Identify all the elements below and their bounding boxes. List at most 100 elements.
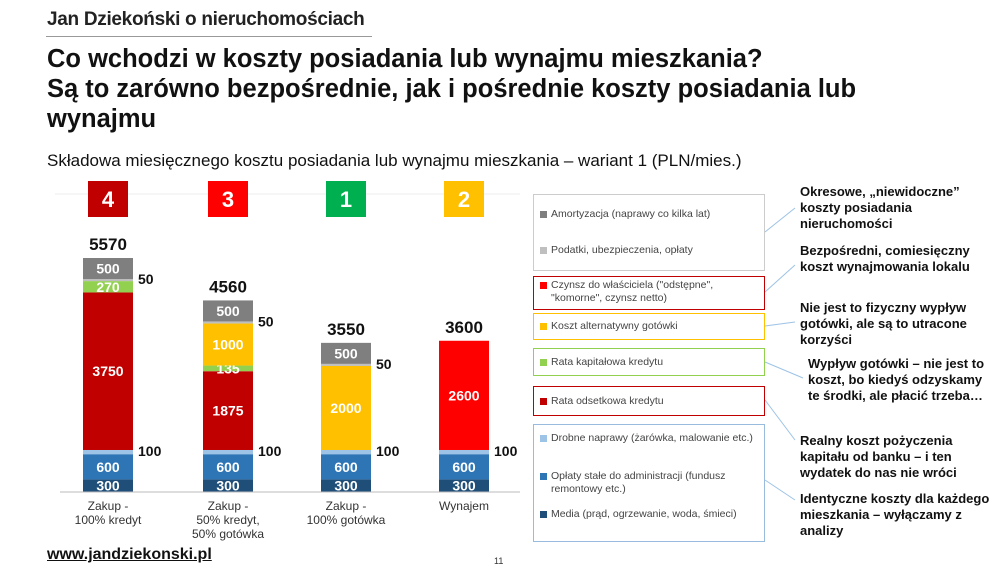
data-label: 500 xyxy=(216,303,240,319)
data-label-outside: 100 xyxy=(376,443,400,459)
legend-label: Rata odsetkowa kredytu xyxy=(551,395,664,407)
rank-badge xyxy=(208,181,248,217)
total-label: 3600 xyxy=(445,318,483,337)
bar-segment-naprawy xyxy=(321,449,371,455)
data-label-outside: 100 xyxy=(138,443,162,459)
data-label: 3750 xyxy=(92,363,123,379)
legend-swatch xyxy=(540,473,547,480)
bar-segment-oplaty xyxy=(203,454,253,480)
data-label: 600 xyxy=(216,459,240,475)
data-label: 1875 xyxy=(212,403,243,419)
data-label: 600 xyxy=(96,459,120,475)
connector-line xyxy=(764,264,796,293)
bar-segment-podatki xyxy=(83,279,133,282)
legend-box-kapital xyxy=(533,348,765,376)
legend-swatch xyxy=(540,511,547,518)
legend-label: Opłaty stałe do administracji (fundusz r… xyxy=(551,470,726,495)
data-label: 500 xyxy=(334,345,358,361)
legend-label: Amortyzacja (naprawy co kilka lat) xyxy=(551,208,711,220)
bar-segment-oplaty xyxy=(83,454,133,480)
connector-line xyxy=(764,479,796,501)
bar-segment-kapital xyxy=(203,365,253,372)
bar-segment-media xyxy=(83,479,133,492)
data-label: 300 xyxy=(216,478,240,494)
rank-badge xyxy=(326,181,366,217)
data-label: 300 xyxy=(452,478,476,494)
note-rent-cost: Bezpośredni, comiesięczny koszt wynajmow… xyxy=(800,243,970,274)
legend-box-czynsz xyxy=(533,276,765,310)
bar-segment-media xyxy=(321,479,371,492)
rank-badge xyxy=(444,181,484,217)
note-identical-costs: Identyczne koszty dla każdego mieszkania… xyxy=(800,491,990,538)
bar-segment-amortyzacja xyxy=(203,300,253,322)
brand-divider xyxy=(46,36,372,37)
legend-item-alternatywny: Koszt alternatywny gotówki xyxy=(540,320,762,333)
page-title: Co wchodzi w koszty posiadania lub wynaj… xyxy=(47,44,987,134)
bar-segment-alternatywny xyxy=(203,323,253,366)
legend-group-identical xyxy=(533,424,765,542)
page-number: 11 xyxy=(494,556,504,566)
category-label: 50% gotówka xyxy=(192,527,264,541)
data-label: 600 xyxy=(334,459,358,475)
bar-segment-naprawy xyxy=(439,449,489,455)
category-label: Zakup - xyxy=(88,499,129,513)
bar-segment-media xyxy=(203,479,253,492)
legend-swatch xyxy=(540,435,547,442)
data-label: 300 xyxy=(96,478,120,494)
total-label: 3550 xyxy=(327,320,365,339)
bar-segment-podatki xyxy=(321,363,371,366)
legend-item-media: Media (prąd, ogrzewanie, woda, śmieci) xyxy=(540,508,762,521)
note-interest: Realny koszt pożyczenia kapitału od bank… xyxy=(800,433,957,480)
legend-label: Czynsz do właściciela ("odstępne", "komo… xyxy=(551,279,714,304)
legend-swatch xyxy=(540,323,547,330)
legend-group-periodic xyxy=(533,194,765,271)
legend-item-amortyzacja: Amortyzacja (naprawy co kilka lat) xyxy=(540,208,762,221)
legend-item-podatki: Podatki, ubezpieczenia, opłaty xyxy=(540,244,762,257)
data-label-outside: 100 xyxy=(258,443,282,459)
footer-link[interactable]: www.jandziekonski.pl xyxy=(47,546,212,563)
note-principal: Wypływ gotówki – nie jest to koszt, bo k… xyxy=(808,356,985,403)
data-label: 2600 xyxy=(448,387,479,403)
legend-label: Media (prąd, ogrzewanie, woda, śmieci) xyxy=(551,508,737,520)
rank-label: 4 xyxy=(102,187,115,212)
category-label: Zakup - xyxy=(208,499,249,513)
data-label-outside: 50 xyxy=(258,313,274,329)
category-label: 100% kredyt xyxy=(75,513,142,527)
data-label-outside: 100 xyxy=(494,443,518,459)
note-periodic-costs: Okresowe, „niewidoczne” koszty posiadani… xyxy=(800,184,960,231)
note-opportunity-cost: Nie jest to fizyczny wypływ gotówki, ale… xyxy=(800,300,967,347)
bar-segment-oplaty xyxy=(439,454,489,480)
bar-segment-media xyxy=(439,479,489,492)
chart-subtitle: Składowa miesięcznego kosztu posiadania … xyxy=(47,151,742,170)
rank-label: 1 xyxy=(340,187,352,212)
bar-segment-odsetki xyxy=(203,371,253,450)
legend-swatch xyxy=(540,359,547,366)
legend-item-oplaty: Opłaty stałe do administracji (fundusz r… xyxy=(540,470,762,496)
total-label: 4560 xyxy=(209,277,247,296)
legend-label: Drobne naprawy (żarówka, malowanie etc.) xyxy=(551,432,753,444)
data-label-outside: 50 xyxy=(376,356,392,372)
data-label: 300 xyxy=(334,478,358,494)
connector-line xyxy=(764,207,796,233)
category-label: Wynajem xyxy=(439,499,489,513)
legend-swatch xyxy=(540,282,547,289)
bar-segment-oplaty xyxy=(321,454,371,480)
category-label: 50% kredyt, xyxy=(196,513,259,527)
legend-swatch xyxy=(540,398,547,405)
title-line: Są to zarówno bezpośrednie, jak i pośred… xyxy=(47,75,857,103)
data-label: 500 xyxy=(96,261,120,277)
connector-line xyxy=(764,321,796,327)
legend-label: Rata kapitałowa kredytu xyxy=(551,356,664,368)
legend-swatch xyxy=(540,211,547,218)
data-label: 270 xyxy=(96,279,120,295)
brand-title: Jan Dziekoński o nieruchomościach xyxy=(47,9,365,30)
title-line: Co wchodzi w koszty posiadania lub wynaj… xyxy=(47,45,763,73)
total-label: 5570 xyxy=(89,235,127,254)
legend-box-alternatywny xyxy=(533,313,765,340)
rank-badge xyxy=(88,181,128,217)
bar-segment-podatki xyxy=(203,321,253,324)
bar-segment-czynsz xyxy=(439,340,489,450)
bar-segment-alternatywny xyxy=(321,365,371,450)
connector-line xyxy=(764,361,804,379)
